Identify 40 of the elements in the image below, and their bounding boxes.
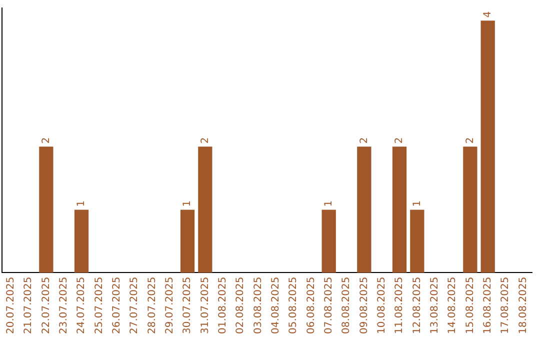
data-label: 1 <box>323 200 334 207</box>
x-tick-label: 27.07.2025 <box>129 276 140 334</box>
x-tick-label: 14.08.2025 <box>447 276 458 334</box>
x-tick-label: 15.08.2025 <box>464 276 476 334</box>
data-label: 2 <box>40 137 52 144</box>
data-label: 2 <box>200 137 211 144</box>
data-label: 1 <box>412 200 423 207</box>
x-tick-label: 09.08.2025 <box>358 276 370 334</box>
x-tick-label: 05.08.2025 <box>288 276 300 334</box>
x-tick-label: 06.08.2025 <box>306 276 317 334</box>
x-tick-label: 18.08.2025 <box>518 276 529 334</box>
x-tick-label: 12.08.2025 <box>412 276 423 334</box>
x-tick-label: 16.08.2025 <box>482 276 494 334</box>
x-tick-label: 10.08.2025 <box>376 276 388 334</box>
x-tick-label: 08.08.2025 <box>341 276 352 334</box>
x-tick-label: 01.08.2025 <box>217 276 228 334</box>
data-label: 1 <box>76 200 88 207</box>
x-tick-label: 07.08.2025 <box>323 276 334 334</box>
data-label: 2 <box>358 137 370 144</box>
x-tick-label: 13.08.2025 <box>429 276 440 334</box>
data-label: 4 <box>482 11 494 18</box>
x-tick-label: 26.07.2025 <box>111 276 122 334</box>
x-tick-label: 28.07.2025 <box>146 276 158 334</box>
x-tick-label: 11.08.2025 <box>394 276 406 334</box>
x-tick-label: 17.08.2025 <box>500 276 512 334</box>
x-tick-label: 03.08.2025 <box>252 276 264 334</box>
x-tick-label: 04.08.2025 <box>270 276 282 334</box>
x-tick-label: 24.07.2025 <box>76 276 88 334</box>
x-tick-label: 21.07.2025 <box>23 276 34 334</box>
x-tick-label: 31.07.2025 <box>200 276 211 334</box>
data-label: 1 <box>182 200 194 207</box>
x-tick-label: 22.07.2025 <box>40 276 52 334</box>
x-tick-label: 25.07.2025 <box>94 276 105 334</box>
x-tick-label: 23.07.2025 <box>58 276 70 334</box>
data-label: 2 <box>464 137 476 144</box>
data-label: 2 <box>394 137 406 144</box>
x-tick-label: 20.07.2025 <box>5 276 16 334</box>
x-tick-label: 02.08.2025 <box>235 276 246 334</box>
x-tick-label: 30.07.2025 <box>182 276 194 334</box>
x-tick-label: 29.07.2025 <box>164 276 176 334</box>
